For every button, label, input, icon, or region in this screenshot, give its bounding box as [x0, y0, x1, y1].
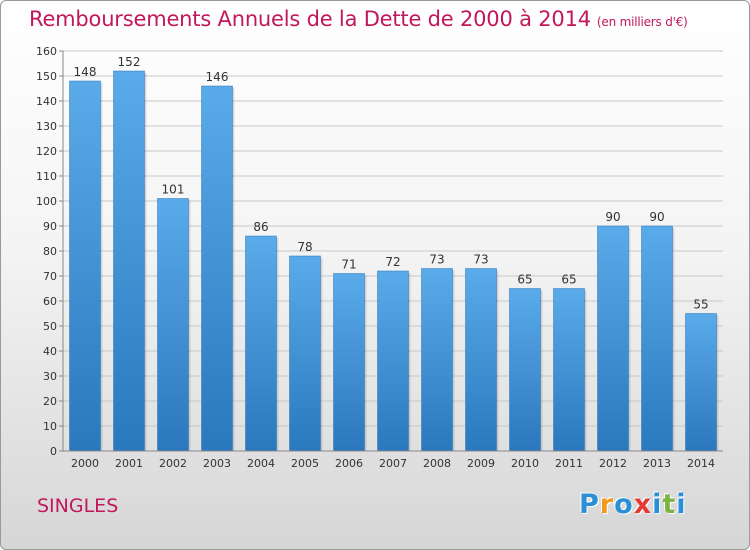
y-tick-label: 0	[50, 445, 57, 458]
x-tick-label: 2000	[71, 457, 99, 470]
bar-value-label: 148	[74, 65, 97, 79]
x-tick-label: 2012	[599, 457, 627, 470]
commune-name: SINGLES	[37, 495, 119, 517]
bar-value-label: 90	[605, 210, 620, 224]
bar-value-label: 73	[473, 253, 488, 267]
bar-value-label: 65	[561, 273, 576, 287]
y-tick-label: 160	[36, 45, 57, 58]
y-tick-label: 110	[36, 170, 57, 183]
bar	[377, 270, 409, 452]
x-tick-label: 2008	[423, 457, 451, 470]
bar	[69, 80, 101, 452]
bar	[113, 70, 145, 452]
bar	[289, 255, 321, 452]
bar	[641, 225, 673, 452]
logo-letter: r	[599, 489, 615, 520]
bar	[245, 235, 277, 452]
y-tick-label: 50	[43, 320, 57, 333]
y-tick-label: 80	[43, 245, 57, 258]
bar-value-label: 55	[693, 298, 708, 312]
bar-value-label: 86	[253, 220, 268, 234]
y-tick-label: 150	[36, 70, 57, 83]
logo-letter: t	[662, 489, 677, 520]
bar	[465, 268, 497, 452]
bar	[553, 288, 585, 452]
x-tick-label: 2005	[291, 457, 319, 470]
bar-value-label: 73	[429, 253, 444, 267]
bar-value-label: 152	[118, 55, 141, 69]
x-tick-label: 2001	[115, 457, 143, 470]
x-tick-label: 2007	[379, 457, 407, 470]
x-tick-label: 2010	[511, 457, 539, 470]
y-tick-label: 120	[36, 145, 57, 158]
x-tick-label: 2009	[467, 457, 495, 470]
bar	[201, 85, 233, 452]
x-tick-label: 2011	[555, 457, 583, 470]
bar	[685, 313, 717, 452]
bar	[333, 273, 365, 452]
bar-value-label: 146	[206, 70, 229, 84]
y-tick-label: 100	[36, 195, 57, 208]
logo-letter: i	[652, 489, 663, 520]
x-tick-label: 2014	[687, 457, 715, 470]
chart-title: Remboursements Annuels de la Dette de 20…	[29, 7, 688, 31]
bar	[157, 198, 189, 452]
x-tick-label: 2006	[335, 457, 363, 470]
axes: 0 10 20 30 40 50 60 70 80 90 100 110 120 130 140 150 160…	[36, 45, 723, 470]
bar	[597, 225, 629, 452]
proxiti-logo: Proxiti	[579, 489, 687, 520]
logo-letter: o	[614, 489, 634, 520]
y-tick-label: 30	[43, 370, 57, 383]
x-tick-label: 2002	[159, 457, 187, 470]
title-text: Remboursements Annuels de la Dette de 20…	[29, 7, 591, 31]
y-tick-label: 90	[43, 220, 57, 233]
bars: 148 152 101 146 86 78 71 72 73 73 65 65 90 90 55	[69, 55, 719, 452]
bar-value-label: 71	[341, 258, 356, 272]
logo-letter: x	[633, 489, 653, 520]
bar-value-label: 90	[649, 210, 664, 224]
y-tick-label: 60	[43, 295, 57, 308]
logo-letter: P	[579, 489, 600, 520]
bar	[421, 268, 453, 452]
bar	[509, 288, 541, 452]
x-tick-label: 2003	[203, 457, 231, 470]
x-tick-label: 2004	[247, 457, 275, 470]
bar-value-label: 72	[385, 255, 400, 269]
y-tick-label: 20	[43, 395, 57, 408]
y-tick-label: 40	[43, 345, 57, 358]
y-tick-label: 140	[36, 95, 57, 108]
x-tick-label: 2013	[643, 457, 671, 470]
y-tick-label: 10	[43, 420, 57, 433]
y-tick-label: 130	[36, 120, 57, 133]
bar-value-label: 65	[517, 273, 532, 287]
y-tick-label: 70	[43, 270, 57, 283]
bar-value-label: 101	[162, 183, 185, 197]
bar-value-label: 78	[297, 240, 312, 254]
chart-subtitle: (en milliers d'€)	[596, 15, 688, 29]
logo-letter: i	[676, 489, 687, 520]
